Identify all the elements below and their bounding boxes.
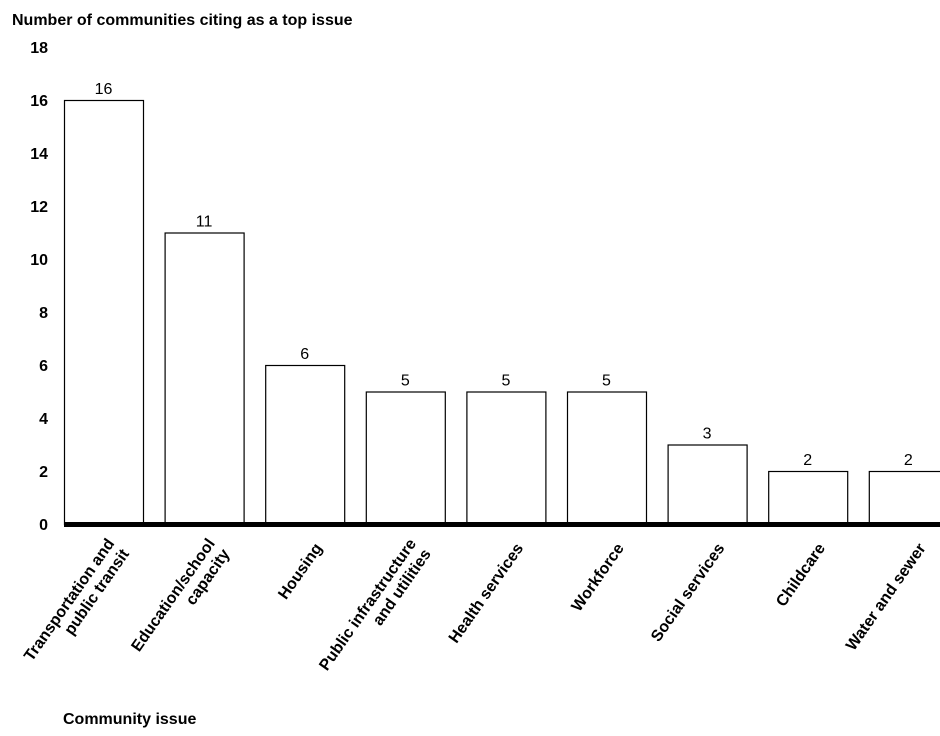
category-label: Housing <box>275 541 326 603</box>
y-tick-label: 2 <box>39 464 48 481</box>
data-label: 3 <box>703 426 712 443</box>
category-label: Social services <box>648 540 728 645</box>
category-label-line: Childcare <box>773 540 829 610</box>
bar <box>868 470 940 526</box>
bar <box>768 470 849 526</box>
category-label: Water and sewer <box>843 541 930 654</box>
data-label: 2 <box>904 452 913 469</box>
y-tick-label: 12 <box>30 199 48 216</box>
category-label: Transportation andpublic transit <box>21 535 133 674</box>
category-label: Workforce <box>569 540 628 614</box>
bar <box>466 391 547 526</box>
category-label: Childcare <box>773 540 829 610</box>
data-label: 5 <box>501 373 510 390</box>
data-label: 6 <box>300 346 309 363</box>
x-axis-line <box>64 522 940 527</box>
y-tick-label: 0 <box>39 517 48 534</box>
bar <box>63 99 145 526</box>
bar <box>667 444 748 526</box>
category-label-line: Workforce <box>569 540 628 614</box>
category-label: Public infrastructureand utilities <box>316 536 434 684</box>
bar <box>265 364 346 526</box>
data-label: 11 <box>196 214 213 231</box>
x-axis-title: Community issue <box>63 711 197 728</box>
category-label-line: Health services <box>446 540 527 646</box>
y-tick-label: 4 <box>39 411 48 428</box>
bar <box>566 391 648 526</box>
bar <box>164 232 245 526</box>
y-tick-label: 14 <box>30 146 48 163</box>
category-label-line: Public infrastructure <box>316 536 420 674</box>
bar <box>365 391 446 526</box>
category-label: Education/schoolcapacity <box>128 536 233 665</box>
y-axis-title: Number of communities citing as a top is… <box>12 12 353 29</box>
category-label-line: Transportation and <box>21 536 118 664</box>
y-tick-label: 10 <box>30 252 48 269</box>
data-label: 2 <box>803 452 812 469</box>
y-tick-label: 18 <box>30 40 48 57</box>
y-tick-label: 6 <box>39 358 48 375</box>
data-label: 16 <box>95 81 113 98</box>
y-tick-label: 16 <box>30 93 48 110</box>
category-label-line: Water and sewer <box>843 541 930 654</box>
data-label: 5 <box>401 373 410 390</box>
category-label-line: Social services <box>648 540 728 645</box>
category-label: Health services <box>446 540 527 646</box>
data-label: 5 <box>602 373 611 390</box>
y-tick-label: 8 <box>39 305 48 322</box>
category-label-line: Housing <box>275 541 326 603</box>
